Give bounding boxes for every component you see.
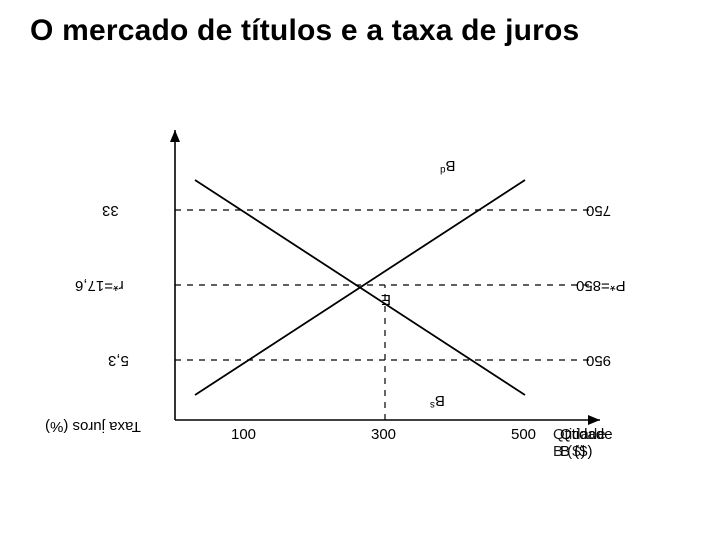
- x-tick-1: 300: [371, 426, 396, 443]
- right-axis-value-1: P*=850: [576, 277, 626, 294]
- left-axis-value-1: r*=17,6: [75, 277, 124, 294]
- chart-canvas: [130, 120, 610, 450]
- supply-curve-label: Bs: [430, 392, 445, 410]
- x-tick-0: 100: [231, 426, 256, 443]
- bond-market-chart: Bd Bs E 33 r*=17,6 5,3 750 P*=850 950 10…: [130, 120, 610, 450]
- x-tick-2: 500: [511, 426, 536, 443]
- left-axis-value-2: 5,3: [108, 352, 129, 369]
- left-axis-value-0: 33: [102, 202, 119, 219]
- right-axis-value-2: 950: [586, 352, 611, 369]
- demand-curve-label: Bd: [440, 157, 455, 175]
- right-axis-value-0: 750: [586, 202, 611, 219]
- x-axis-label-overlap: Qtidade B ($): [553, 426, 610, 460]
- left-axis-label: Taxa juros (%): [45, 418, 141, 435]
- slide-title: O mercado de títulos e a taxa de juros: [30, 14, 579, 48]
- equilibrium-label: E: [381, 291, 391, 308]
